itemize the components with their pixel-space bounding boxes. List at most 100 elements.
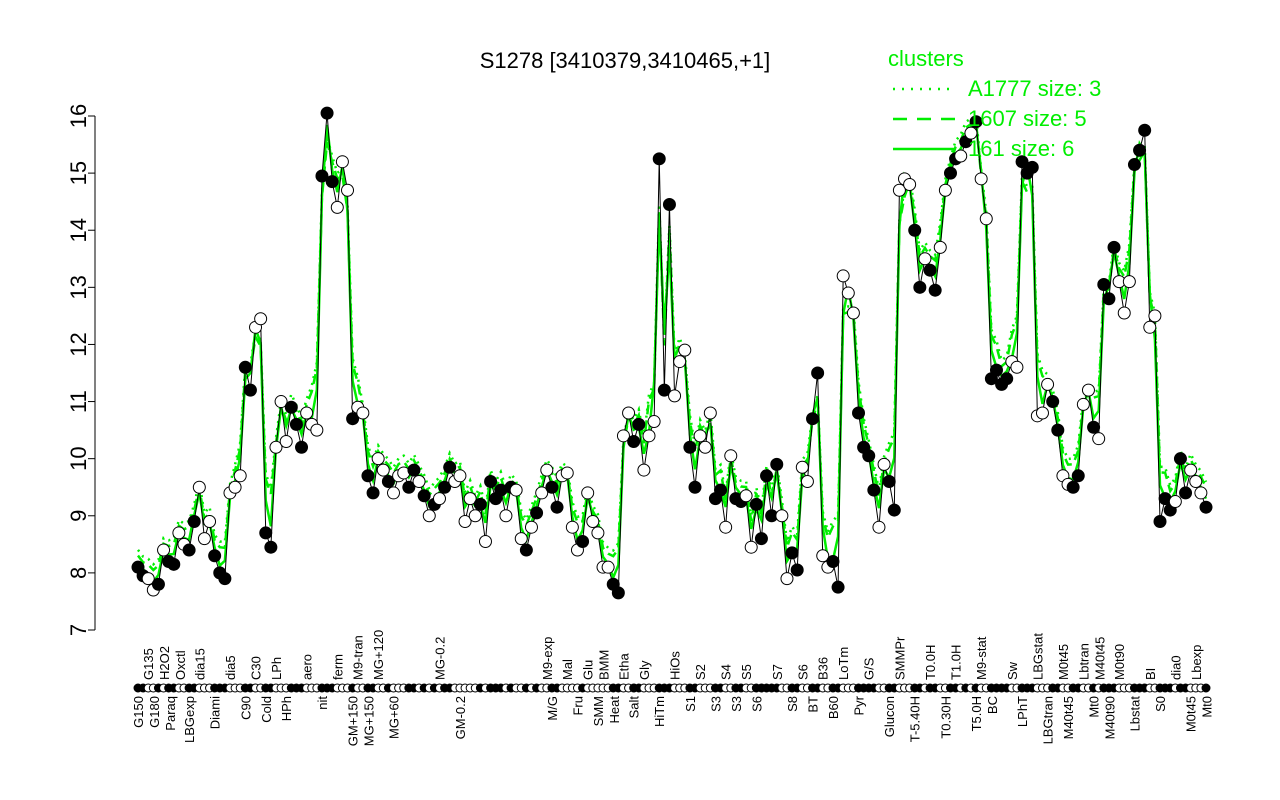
data-point	[1102, 292, 1116, 306]
data-point	[269, 440, 283, 454]
data-point	[964, 126, 978, 140]
data-point	[867, 483, 881, 497]
x-tick-label: Mal	[560, 659, 575, 680]
data-point	[535, 486, 549, 500]
data-series	[131, 106, 1213, 693]
y-tick-label: 13	[66, 275, 91, 299]
x-tick-label: T5.0H	[969, 696, 984, 731]
data-point	[387, 486, 401, 500]
data-point	[673, 355, 687, 369]
data-point	[356, 406, 370, 420]
data-point	[647, 415, 661, 429]
data-point	[652, 152, 666, 166]
data-point	[678, 343, 692, 357]
x-tick-label: LBGstat	[1030, 633, 1045, 680]
x-tick-label: G180	[147, 696, 162, 728]
data-point	[892, 183, 906, 197]
data-point	[172, 526, 186, 540]
y-axis: 7 8 9 10 11 12 13 14 15 16	[66, 104, 96, 636]
data-point	[683, 440, 697, 454]
data-point	[724, 449, 738, 463]
data-point	[443, 460, 457, 474]
data-point	[187, 514, 201, 528]
cluster-line-solid	[137, 123, 1208, 585]
data-point	[616, 429, 630, 443]
x-tick-label: M40t45	[1061, 696, 1076, 739]
data-point	[943, 166, 957, 180]
data-point	[872, 520, 886, 534]
data-point	[1189, 475, 1203, 489]
x-tick-label: SMMPr	[892, 636, 907, 680]
x-tick-label: G/S	[862, 657, 877, 680]
data-point	[1046, 395, 1060, 409]
data-point	[1051, 423, 1065, 437]
data-point	[744, 540, 758, 554]
data-point	[438, 480, 452, 494]
data-point	[407, 463, 421, 477]
data-point	[243, 383, 257, 397]
data-point	[642, 429, 656, 443]
y-tick-label: 16	[66, 104, 91, 128]
data-point	[770, 457, 784, 471]
x-tick-label: SMM	[591, 696, 606, 726]
data-point	[913, 280, 927, 294]
x-tick-label: LPhT	[1015, 696, 1030, 727]
data-point	[366, 486, 380, 500]
x-tick-label: LoTm	[836, 647, 851, 680]
data-point	[627, 435, 641, 449]
data-point	[852, 406, 866, 420]
x-tick-label: T0.30H	[938, 696, 953, 739]
x-tick-label: S3	[708, 696, 723, 712]
data-point	[1071, 469, 1085, 483]
data-point	[887, 503, 901, 517]
data-point	[928, 283, 942, 297]
legend: clusters A1777 size: 3 1607 size: 5 161 si…	[888, 46, 1101, 161]
x-tick-label: Glucon	[882, 696, 897, 737]
x-tick-label: Fru	[570, 696, 585, 716]
x-tick-label: Etha	[616, 652, 631, 680]
data-point	[908, 223, 922, 237]
data-point	[565, 520, 579, 534]
x-tick-label: C90	[238, 696, 253, 720]
x-tick-label: Lbtran	[1076, 643, 1091, 680]
data-point	[530, 506, 544, 520]
data-point	[274, 395, 288, 409]
data-point	[473, 497, 487, 511]
data-point	[417, 489, 431, 503]
data-point	[826, 554, 840, 568]
data-point	[151, 577, 165, 591]
data-point	[259, 526, 273, 540]
data-point	[1138, 123, 1152, 137]
data-point	[218, 572, 232, 586]
data-point	[325, 175, 339, 189]
data-point	[1173, 452, 1187, 466]
data-point	[1000, 372, 1014, 386]
x-tick-label: MG+120	[371, 630, 386, 680]
data-point	[1025, 160, 1039, 174]
data-point	[739, 489, 753, 503]
data-point	[381, 475, 395, 489]
x-tick-label: M9-exp	[540, 637, 555, 680]
data-point	[371, 452, 385, 466]
data-point	[785, 546, 799, 560]
x-tick-label: M0t90	[1112, 644, 1127, 680]
data-point	[693, 429, 707, 443]
legend-title: clusters	[888, 46, 964, 71]
data-point	[1133, 143, 1147, 157]
x-tick-label: LBGtran	[1041, 696, 1056, 744]
data-point	[192, 480, 206, 494]
x-tick-label: HiTm	[652, 696, 667, 727]
data-point	[719, 520, 733, 534]
data-point	[422, 509, 436, 523]
x-tick-label: aero	[300, 654, 315, 680]
data-point	[254, 312, 268, 326]
data-point	[581, 486, 595, 500]
data-point	[846, 306, 860, 320]
y-tick-label: 8	[66, 567, 91, 579]
x-tick-label: MG+150	[362, 696, 377, 746]
data-point	[1148, 309, 1162, 323]
data-point	[918, 252, 932, 266]
data-point	[806, 412, 820, 426]
x-tick-label: S6	[795, 664, 810, 680]
